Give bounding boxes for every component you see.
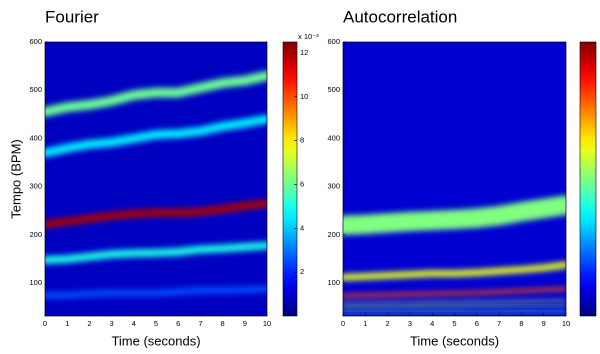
- ridge: [343, 287, 566, 298]
- x-tick-label: 5: [452, 319, 456, 328]
- y-tick-label: 300: [327, 182, 340, 191]
- x-tick-label: 10: [562, 319, 570, 328]
- ridge: [45, 241, 267, 264]
- y-tick-label: 200: [29, 230, 42, 239]
- chart-title: Fourier: [45, 7, 99, 26]
- x-tick-label: 8: [221, 319, 225, 328]
- ridge: [343, 300, 566, 305]
- ridge-line: [343, 311, 566, 314]
- ridge: [45, 285, 267, 299]
- heatmap-background: [45, 42, 267, 316]
- chart-title: Autocorrelation: [343, 7, 457, 26]
- ridge-line: [343, 195, 566, 235]
- colorbar-tick-label: 10: [300, 92, 308, 101]
- ridge-line: [343, 261, 566, 281]
- ridges: [45, 70, 267, 299]
- chart: Autocorrelation 0 1 2 3 4 5 6 7 8 9 10 100 200 300 400 5…: [327, 7, 597, 348]
- x-tick-label: 7: [198, 319, 202, 328]
- ridge: [45, 199, 267, 229]
- y-tick-label: 100: [327, 278, 340, 287]
- x-tick-label: 8: [519, 319, 523, 328]
- ridge: [343, 195, 566, 235]
- ridge-line: [45, 241, 267, 264]
- y-tick-label: 500: [327, 85, 340, 94]
- x-tick-label: 2: [386, 319, 390, 328]
- x-axis-label: Time (seconds): [410, 333, 499, 348]
- y-tick-label: 400: [327, 133, 340, 142]
- colorbar-label: x 10⁻³: [298, 32, 319, 41]
- ridge-line: [45, 285, 267, 299]
- x-tick-label: 6: [176, 319, 180, 328]
- y-tick-label: 500: [29, 85, 42, 94]
- x-tick-label: 4: [132, 319, 136, 328]
- x-axis-label: Time (seconds): [111, 333, 200, 348]
- x-tick-label: 3: [110, 319, 114, 328]
- x-tick-label: 10: [263, 319, 271, 328]
- x-tick-label: 0: [341, 319, 345, 328]
- x-tick-label: 3: [408, 319, 412, 328]
- x-tick-label: 6: [475, 319, 479, 328]
- ridge-line: [343, 306, 566, 310]
- y-tick-label: 200: [327, 230, 340, 239]
- colorbar-tick-label: 8: [300, 136, 304, 145]
- ridge: [45, 70, 267, 117]
- colorbar-tick-label: 4: [300, 223, 304, 232]
- x-tick-label: 0: [43, 319, 47, 328]
- ridge-line: [45, 199, 267, 229]
- x-tick-label: 9: [243, 319, 247, 328]
- ridge: [45, 114, 267, 158]
- y-tick-label: 100: [29, 278, 42, 287]
- x-tick-label: 5: [154, 319, 158, 328]
- ridge-line: [343, 287, 566, 298]
- ridges: [343, 195, 566, 314]
- x-tick-label: 9: [542, 319, 546, 328]
- ridge: [343, 311, 566, 314]
- y-tick-label: 600: [327, 37, 340, 46]
- colorbar: [282, 41, 298, 317]
- y-tick-label: 400: [29, 133, 42, 142]
- colorbar-tick-label: 2: [300, 267, 304, 276]
- ridge: [343, 306, 566, 310]
- x-tick-label: 7: [497, 319, 501, 328]
- colorbar-tick-label: 6: [300, 179, 304, 188]
- colorbar: [579, 41, 597, 317]
- ridge-line: [45, 70, 267, 117]
- x-tick-label: 2: [87, 319, 91, 328]
- colorbar-tick-label: 12: [300, 48, 308, 57]
- x-tick-label: 4: [430, 319, 434, 328]
- y-axis-label: Tempo (BPM): [8, 139, 23, 218]
- y-tick-label: 600: [29, 37, 42, 46]
- y-tick-label: 300: [29, 182, 42, 191]
- ridge-line: [343, 300, 566, 305]
- ridge-line: [45, 114, 267, 158]
- ridge: [343, 261, 566, 281]
- x-tick-label: 1: [363, 319, 367, 328]
- x-tick-label: 1: [65, 319, 69, 328]
